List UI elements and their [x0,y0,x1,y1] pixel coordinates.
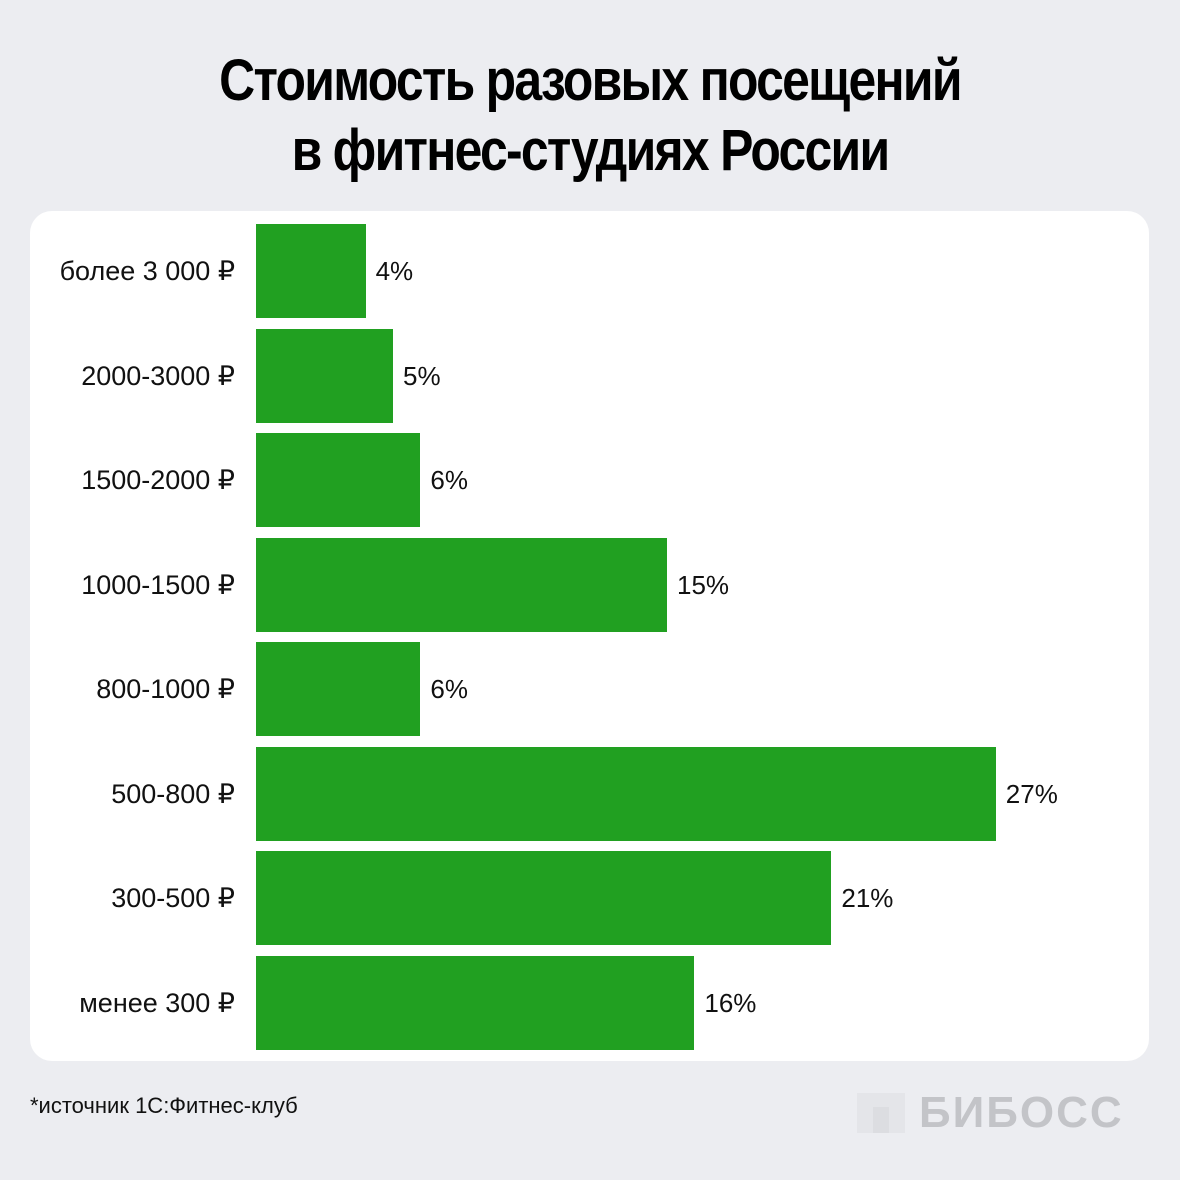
bar [256,433,421,527]
category-label: более 3 000 ₽ [59,256,235,286]
bar [256,642,421,736]
bar-row: 1000-1500 ₽ 15% [30,537,1149,632]
category-label: 300-500 ₽ [111,883,235,913]
bar [256,328,393,423]
category-label: 1500-2000 ₽ [81,465,235,495]
source-note: *источник 1С:Фитнес-клуб [30,1093,298,1118]
bar [256,955,695,1050]
category-label: 500-800 ₽ [111,778,235,809]
bar-row: менее 300 ₽ 16% [30,955,1149,1050]
logo-text: БИБОСС [919,1088,1124,1137]
bar [256,851,832,945]
value-label: 6% [430,465,468,495]
chart-title-line-2: в фитнес-студиях России [291,118,891,183]
bar-row: 800-1000 ₽ 6% [30,642,1149,736]
bar-row: 300-500 ₽ 21% [30,851,1149,945]
value-label: 15% [677,569,730,600]
value-label: 5% [403,360,441,391]
logo-mark-icon [857,1093,905,1133]
category-label: 2000-3000 ₽ [81,360,235,391]
chart-title-line-1: Стоимость разовых посещений [219,48,962,113]
value-label: 6% [430,674,468,704]
value-label: 16% [704,987,757,1018]
category-label: менее 300 ₽ [79,987,235,1018]
bar [256,537,667,632]
bar [256,224,366,318]
chart-card: более 3 000 ₽ 4% 2000-3000 ₽ 5% 1500-2000 ₽ 6… [30,211,1149,1061]
value-label: 27% [1005,778,1058,809]
bar-row: 500-800 ₽ 27% [30,746,1149,841]
category-label: 800-1000 ₽ [96,674,235,704]
bar [256,746,996,841]
value-label: 4% [375,256,414,286]
category-label: 1000-1500 ₽ [81,569,235,600]
brand-logo: БИБОСС [857,1088,1124,1137]
bar-row: 1500-2000 ₽ 6% [30,433,1149,527]
bar-row: 2000-3000 ₽ 5% [30,328,1149,423]
chart-title: Стоимость разовых посещений в фитнес-сту… [83,46,1098,186]
bar-row: более 3 000 ₽ 4% [30,224,1149,318]
value-label: 21% [841,883,894,913]
